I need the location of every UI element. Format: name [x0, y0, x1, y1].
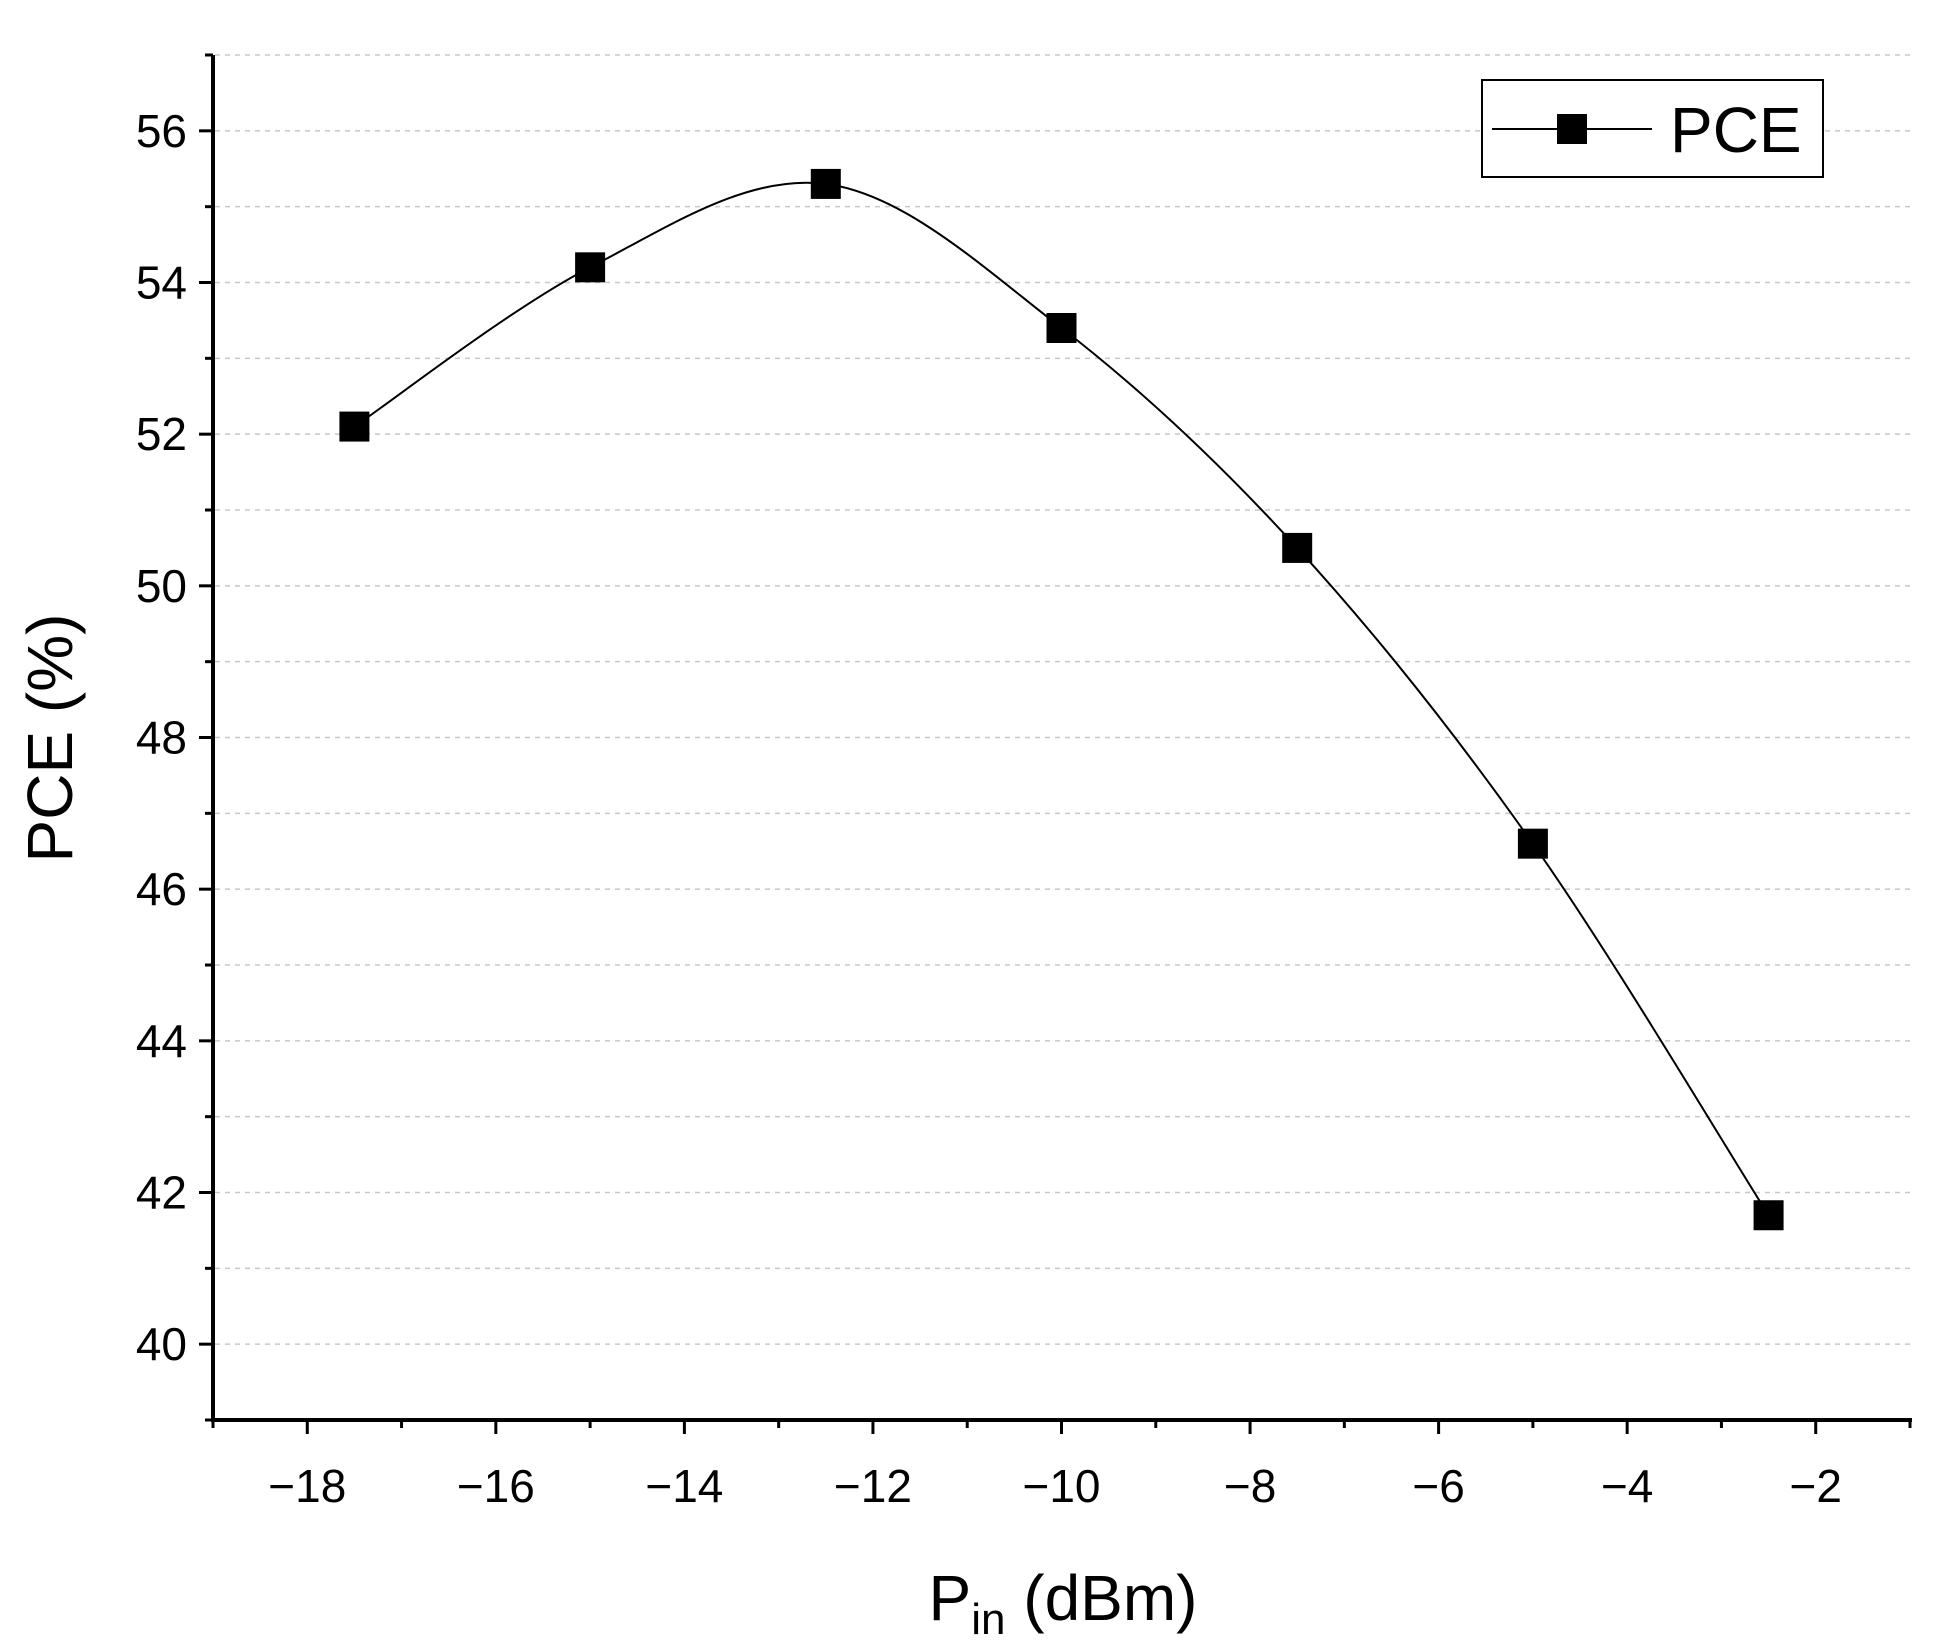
legend: PCE — [1481, 79, 1824, 178]
legend-label-pce: PCE — [1670, 94, 1802, 166]
x-tick-label: −12 — [834, 1460, 912, 1512]
data-point-marker — [810, 168, 841, 199]
y-tick-label: 52 — [136, 408, 187, 460]
y-tick-label: 46 — [136, 863, 187, 915]
y-tick-label: 56 — [136, 105, 187, 157]
data-point-marker — [1753, 1200, 1784, 1231]
y-tick-label: 40 — [136, 1318, 187, 1370]
x-tick-label: −18 — [268, 1460, 346, 1512]
x-axis-title-subscript: in — [971, 1595, 1005, 1644]
x-axis-title: Pin (dBm) — [929, 1562, 1198, 1644]
x-tick-label: −8 — [1224, 1460, 1276, 1512]
y-tick-label: 48 — [136, 712, 187, 764]
data-point-marker — [1046, 313, 1077, 343]
axis-ticks: 40 42 44 46 48 50 52 54 56 −18 −16 −14 −12 −10 −8 −6 −4 −… — [136, 53, 1912, 1512]
x-axis-title-unit: (dBm) — [1005, 1562, 1197, 1634]
x-tick-label: −10 — [1022, 1460, 1100, 1512]
x-tick-label: −2 — [1789, 1460, 1841, 1512]
x-tick-label: −16 — [457, 1460, 535, 1512]
y-axis-title: PCE (%) — [14, 614, 86, 863]
x-axis-title-main: P — [929, 1562, 972, 1634]
x-tick-label: −6 — [1412, 1460, 1464, 1512]
x-tick-label: −4 — [1601, 1460, 1653, 1512]
series-pce — [339, 168, 1784, 1231]
x-tick-label: −14 — [645, 1460, 723, 1512]
legend-marker-square — [1557, 114, 1587, 144]
data-point-marker — [1517, 828, 1548, 859]
y-tick-label: 44 — [136, 1015, 187, 1067]
data-point-marker — [575, 252, 606, 283]
data-point-marker — [339, 411, 370, 442]
data-point-marker — [1282, 532, 1313, 563]
y-tick-label: 50 — [136, 560, 187, 612]
gridlines — [215, 54, 1910, 1345]
y-tick-label: 42 — [136, 1167, 187, 1219]
y-tick-label: 54 — [136, 257, 187, 309]
